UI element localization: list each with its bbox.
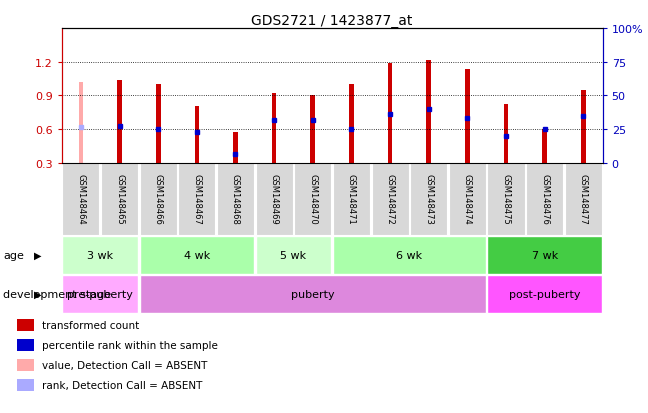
Bar <box>388 64 393 163</box>
Bar <box>139 236 254 274</box>
Bar <box>487 275 602 313</box>
Bar <box>542 130 547 163</box>
Bar <box>371 163 409 235</box>
Text: GSM148471: GSM148471 <box>347 174 356 225</box>
Bar <box>503 105 508 163</box>
Bar <box>139 163 177 235</box>
Bar <box>465 70 470 163</box>
Text: 3 wk: 3 wk <box>87 250 113 260</box>
Text: puberty: puberty <box>291 289 334 299</box>
Text: age: age <box>3 250 24 260</box>
Bar <box>62 163 99 235</box>
Text: GSM148467: GSM148467 <box>192 174 202 225</box>
Bar <box>255 236 331 274</box>
Bar <box>487 163 525 235</box>
Text: development stage: development stage <box>3 289 111 299</box>
Text: GSM148472: GSM148472 <box>386 174 395 225</box>
Text: 4 wk: 4 wk <box>183 250 210 260</box>
Text: value, Detection Call = ABSENT: value, Detection Call = ABSENT <box>42 360 207 370</box>
Bar <box>333 236 486 274</box>
Bar <box>333 163 370 235</box>
Text: GSM148465: GSM148465 <box>115 174 124 225</box>
Text: GSM148470: GSM148470 <box>308 174 318 225</box>
Bar <box>17 379 34 391</box>
Bar <box>156 85 161 163</box>
Bar <box>17 359 34 371</box>
Bar <box>194 107 199 163</box>
Bar <box>139 275 486 313</box>
Bar <box>217 163 254 235</box>
Bar <box>410 163 447 235</box>
Bar <box>62 236 138 274</box>
Text: GSM148466: GSM148466 <box>154 174 163 225</box>
Text: post-puberty: post-puberty <box>509 289 581 299</box>
Bar <box>78 83 83 163</box>
Text: pre-puberty: pre-puberty <box>67 289 133 299</box>
Bar <box>17 319 34 331</box>
Text: GSM148464: GSM148464 <box>76 174 86 225</box>
Text: GSM148476: GSM148476 <box>540 174 549 225</box>
Text: GSM148469: GSM148469 <box>270 174 279 225</box>
Text: GSM148474: GSM148474 <box>463 174 472 225</box>
Bar <box>294 163 331 235</box>
Text: percentile rank within the sample: percentile rank within the sample <box>42 340 218 350</box>
Bar <box>526 163 563 235</box>
Text: 5 wk: 5 wk <box>281 250 307 260</box>
Text: ▶: ▶ <box>34 250 41 260</box>
Title: GDS2721 / 1423877_at: GDS2721 / 1423877_at <box>251 14 413 28</box>
Text: GSM148475: GSM148475 <box>502 174 511 225</box>
Text: 7 wk: 7 wk <box>531 250 558 260</box>
Bar <box>426 62 431 163</box>
Bar <box>310 96 315 163</box>
Bar <box>581 90 586 163</box>
Bar <box>349 85 354 163</box>
Bar <box>62 275 138 313</box>
Text: GSM148473: GSM148473 <box>424 174 434 225</box>
Bar <box>101 163 138 235</box>
Bar <box>178 163 215 235</box>
Text: GSM148468: GSM148468 <box>231 174 240 225</box>
Bar <box>487 236 602 274</box>
Bar <box>272 94 277 163</box>
Text: transformed count: transformed count <box>42 320 139 330</box>
Text: GSM148477: GSM148477 <box>579 174 588 225</box>
Bar <box>117 81 122 163</box>
Text: rank, Detection Call = ABSENT: rank, Detection Call = ABSENT <box>42 380 202 390</box>
Bar <box>17 339 34 351</box>
Bar <box>449 163 486 235</box>
Text: ▶: ▶ <box>34 289 41 299</box>
Bar <box>233 133 238 163</box>
Bar <box>255 163 293 235</box>
Bar <box>565 163 602 235</box>
Text: 6 wk: 6 wk <box>397 250 422 260</box>
